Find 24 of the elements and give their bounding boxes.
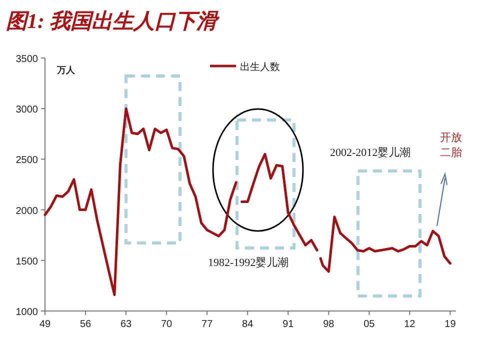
- x-tick-label: 19: [444, 319, 456, 330]
- y-tick-label: 1500: [16, 256, 38, 268]
- chart-title: 图1: 我国出生人口下滑: [6, 9, 220, 33]
- x-tick-label: 84: [242, 319, 254, 330]
- y-tick-label: 3000: [16, 104, 38, 116]
- annotation: 1982-1992婴儿潮: [208, 256, 289, 269]
- legend: 出生人数: [210, 62, 280, 73]
- y-axis-title: 万人: [56, 65, 76, 75]
- y-tick-label: 2000: [16, 206, 38, 217]
- y-tick-label: 1000: [16, 307, 38, 318]
- x-tick-label: 63: [120, 319, 132, 330]
- x-tick-label: 70: [161, 319, 173, 330]
- x-tick-label: 05: [364, 319, 376, 330]
- annotation: 开放二胎: [440, 132, 462, 159]
- x-tick-label: 56: [80, 319, 92, 330]
- x-tick-label: 12: [404, 319, 416, 330]
- legend-label: 出生人数: [240, 61, 280, 73]
- x-tick-label: 77: [202, 319, 214, 330]
- y-tick-label: 3500: [16, 54, 38, 65]
- x-tick-label: 98: [323, 319, 335, 330]
- x-tick-label: 91: [282, 319, 294, 330]
- y-tick-label: 2500: [16, 155, 38, 166]
- x-tick-label: 49: [39, 319, 51, 330]
- annotation: 2002-2012婴儿潮: [330, 146, 411, 159]
